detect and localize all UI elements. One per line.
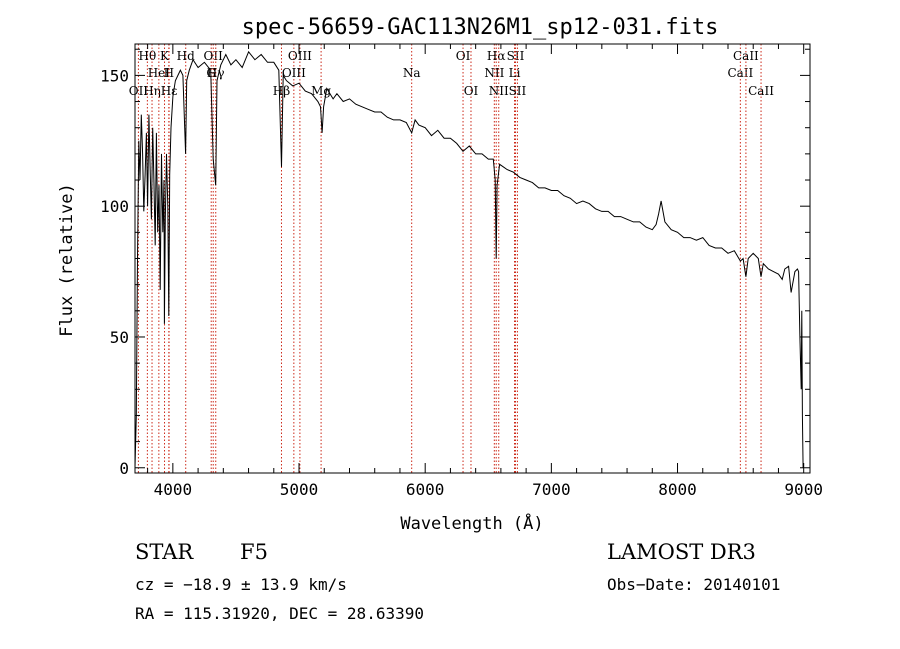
line-label-22: Li (509, 66, 521, 80)
plot-frame (134, 43, 811, 474)
spectral-subclass: F5 (240, 540, 268, 564)
line-markers: OIIHθHηHeIKHHεHdGOIIHγHβOIIIOIIIMgNaOIOI… (129, 44, 774, 473)
axis-ticks: 4000 5000 6000 7000 8000 9000 0 50 100 150 (100, 44, 823, 499)
obs-date-text: Obs−Date: 20140101 (607, 575, 781, 594)
x-tick-label: 9000 (784, 480, 823, 499)
y-tick-label: 0 (119, 459, 129, 478)
line-label-24: CaII (727, 66, 753, 80)
line-label-9: OII (204, 49, 224, 63)
line-label-13: OIII (288, 49, 312, 63)
redshift-text: cz = −18.9 ± 13.9 km/s (135, 575, 347, 594)
spectrum-series (134, 50, 804, 468)
line-label-0: OII (129, 84, 149, 98)
y-tick-label: 100 (100, 197, 129, 216)
line-label-1: Hθ (139, 49, 157, 63)
line-label-20: NII (489, 84, 509, 98)
line-label-16: OI (456, 49, 471, 63)
line-label-21: SII (507, 49, 525, 63)
x-tick-label: 4000 (154, 480, 193, 499)
x-tick-label: 6000 (406, 480, 445, 499)
line-label-26: CaII (748, 84, 774, 98)
line-label-14: Mg (311, 84, 331, 98)
line-label-11: Hβ (273, 84, 290, 98)
y-axis-label: Flux (relative) (57, 183, 77, 337)
flux-line (134, 50, 804, 468)
line-label-12: OIII (282, 66, 306, 80)
object-class: STAR (135, 540, 194, 564)
coords-text: RA = 115.31920, DEC = 28.63390 (135, 604, 424, 623)
line-label-18: NII (484, 66, 504, 80)
chart-title: spec-56659-GAC113N26M1_sp12-031.fits (242, 15, 719, 40)
line-label-23: SII (509, 84, 527, 98)
x-tick-label: 5000 (280, 480, 319, 499)
line-label-2: Hη (143, 84, 161, 98)
x-axis-label: Wavelength (Å) (400, 512, 543, 534)
survey-name: LAMOST DR3 (607, 540, 756, 564)
x-tick-label: 8000 (658, 480, 697, 499)
line-label-4: K (160, 49, 170, 63)
line-label-17: OI (464, 84, 479, 98)
x-tick-label: 7000 (532, 480, 571, 499)
line-label-19: Hα (487, 49, 506, 63)
y-tick-label: 50 (110, 328, 129, 347)
line-label-7: Hd (177, 49, 195, 63)
y-tick-label: 150 (100, 66, 129, 85)
line-label-15: Na (403, 66, 421, 80)
line-label-25: CaII (733, 49, 759, 63)
